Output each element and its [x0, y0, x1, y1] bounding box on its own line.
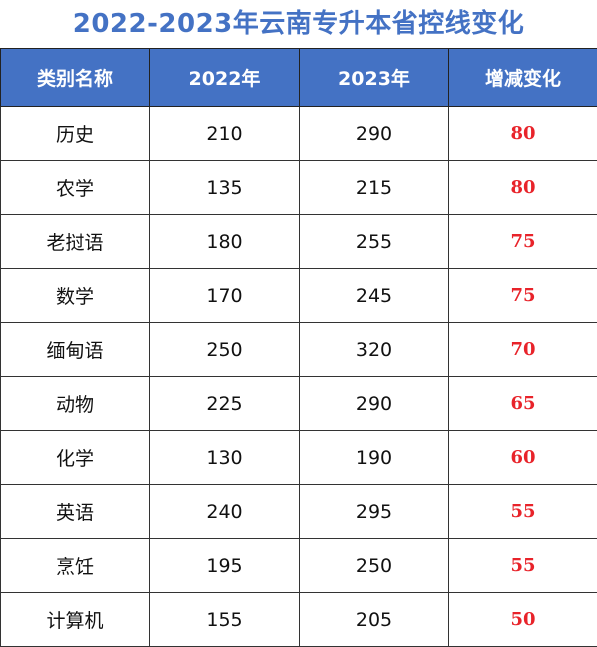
- table-row: 英语 240 295 55: [1, 485, 597, 539]
- cell-category: 老挝语: [1, 215, 150, 269]
- header-change: 增减变化: [449, 49, 597, 107]
- cell-2022: 240: [150, 485, 300, 539]
- table-row: 计算机 155 205 50: [1, 593, 597, 647]
- table-row: 老挝语 180 255 75: [1, 215, 597, 269]
- table-row: 化学 130 190 60: [1, 431, 597, 485]
- cell-2022: 210: [150, 107, 300, 161]
- cell-2023: 295: [300, 485, 449, 539]
- cell-category: 动物: [1, 377, 150, 431]
- cell-2023: 190: [300, 431, 449, 485]
- cell-change: 50: [449, 593, 597, 647]
- table-header-row: 类别名称 2022年 2023年 增减变化: [1, 49, 597, 107]
- cell-category: 缅甸语: [1, 323, 150, 377]
- cell-category: 计算机: [1, 593, 150, 647]
- cell-2022: 155: [150, 593, 300, 647]
- cell-category: 历史: [1, 107, 150, 161]
- score-table: 类别名称 2022年 2023年 增减变化 历史 210 290 80 农学 1…: [0, 48, 597, 647]
- cell-change: 55: [449, 539, 597, 593]
- cell-2023: 255: [300, 215, 449, 269]
- cell-category: 数学: [1, 269, 150, 323]
- cell-2022: 130: [150, 431, 300, 485]
- cell-2023: 215: [300, 161, 449, 215]
- header-2023: 2023年: [300, 49, 449, 107]
- cell-2023: 205: [300, 593, 449, 647]
- cell-2022: 135: [150, 161, 300, 215]
- cell-2023: 245: [300, 269, 449, 323]
- page-title: 2022-2023年云南专升本省控线变化: [0, 0, 597, 48]
- cell-2022: 225: [150, 377, 300, 431]
- header-2022: 2022年: [150, 49, 300, 107]
- cell-category: 烹饪: [1, 539, 150, 593]
- cell-2022: 250: [150, 323, 300, 377]
- cell-2023: 250: [300, 539, 449, 593]
- cell-2023: 290: [300, 107, 449, 161]
- table-row: 农学 135 215 80: [1, 161, 597, 215]
- cell-change: 75: [449, 215, 597, 269]
- cell-change: 70: [449, 323, 597, 377]
- cell-change: 60: [449, 431, 597, 485]
- header-category: 类别名称: [1, 49, 150, 107]
- cell-category: 英语: [1, 485, 150, 539]
- table-row: 动物 225 290 65: [1, 377, 597, 431]
- cell-change: 75: [449, 269, 597, 323]
- cell-change: 55: [449, 485, 597, 539]
- table-row: 历史 210 290 80: [1, 107, 597, 161]
- cell-change: 80: [449, 161, 597, 215]
- cell-2022: 195: [150, 539, 300, 593]
- cell-2022: 170: [150, 269, 300, 323]
- cell-change: 80: [449, 107, 597, 161]
- cell-2022: 180: [150, 215, 300, 269]
- table-row: 烹饪 195 250 55: [1, 539, 597, 593]
- cell-category: 农学: [1, 161, 150, 215]
- cell-2023: 320: [300, 323, 449, 377]
- table-row: 缅甸语 250 320 70: [1, 323, 597, 377]
- cell-change: 65: [449, 377, 597, 431]
- table-row: 数学 170 245 75: [1, 269, 597, 323]
- cell-2023: 290: [300, 377, 449, 431]
- cell-category: 化学: [1, 431, 150, 485]
